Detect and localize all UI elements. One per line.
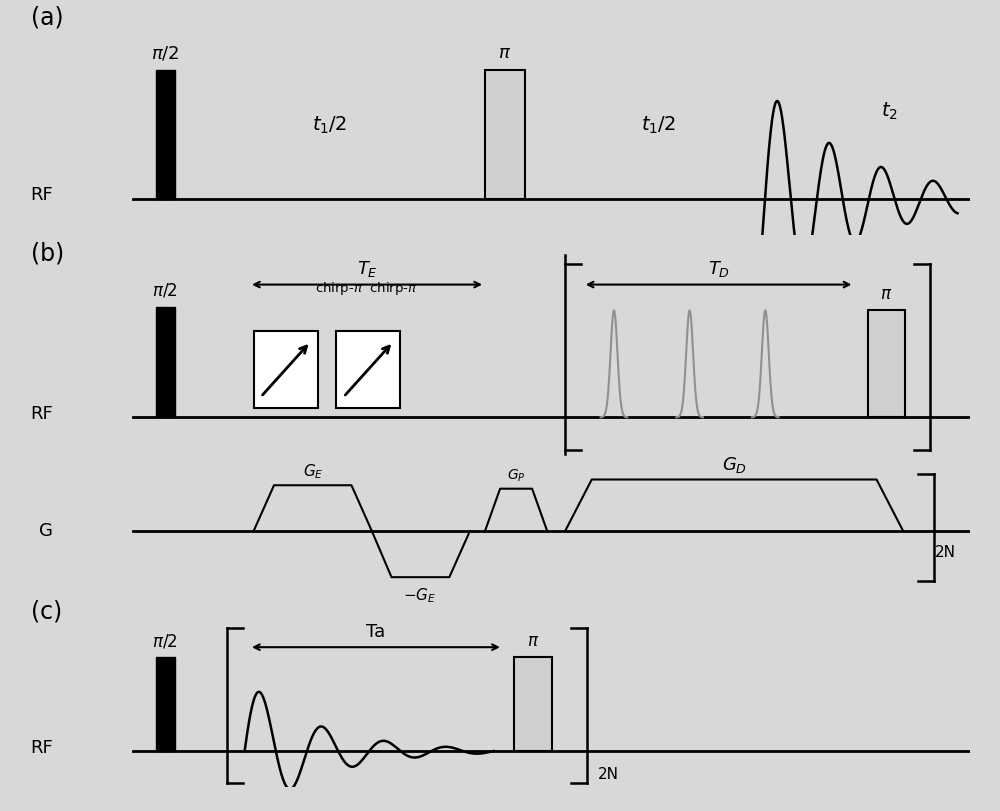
Text: RF: RF: [31, 405, 53, 423]
Bar: [868, 311, 905, 418]
Bar: [485, 70, 525, 200]
Text: $t_1/2$: $t_1/2$: [312, 115, 347, 136]
Text: $\pi$: $\pi$: [880, 285, 892, 303]
Text: chirp-$\pi$  chirp-$\pi$: chirp-$\pi$ chirp-$\pi$: [315, 281, 418, 298]
Text: (a): (a): [31, 6, 64, 29]
Bar: [336, 331, 400, 408]
Text: $\pi/2$: $\pi/2$: [152, 633, 178, 650]
Text: $t_2$: $t_2$: [881, 101, 898, 122]
Bar: [156, 70, 175, 200]
Text: $\pi$: $\pi$: [527, 633, 539, 650]
Text: $\pi$: $\pi$: [498, 44, 512, 62]
Text: $G_D$: $G_D$: [722, 455, 747, 475]
Text: G: G: [39, 522, 53, 540]
Text: (c): (c): [31, 599, 62, 624]
Text: (b): (b): [31, 242, 64, 265]
Bar: [156, 307, 175, 418]
Text: RF: RF: [31, 739, 53, 757]
Bar: [156, 657, 175, 751]
Text: Ta: Ta: [366, 623, 386, 641]
Bar: [514, 657, 552, 751]
Text: $\pi/2$: $\pi/2$: [152, 281, 178, 299]
Bar: [254, 331, 318, 408]
Text: $T_E$: $T_E$: [357, 259, 377, 279]
Text: $T_D$: $T_D$: [708, 259, 730, 279]
Text: $G_E$: $G_E$: [303, 462, 323, 481]
Text: 2N: 2N: [598, 767, 619, 782]
Text: $-G_E$: $-G_E$: [403, 586, 437, 605]
Text: 2N: 2N: [935, 545, 956, 560]
Text: RF: RF: [31, 187, 53, 204]
Text: $t_1/2$: $t_1/2$: [641, 115, 676, 136]
Text: $\pi/2$: $\pi/2$: [151, 44, 179, 62]
Text: $G_P$: $G_P$: [507, 468, 525, 484]
